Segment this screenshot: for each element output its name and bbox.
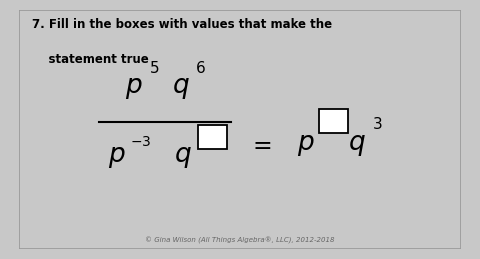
Text: © Gina Wilson (All Things Algebra®, LLC), 2012-2018: © Gina Wilson (All Things Algebra®, LLC)… [145, 237, 335, 244]
Text: $5$: $5$ [149, 60, 159, 76]
FancyBboxPatch shape [320, 109, 348, 133]
Text: $q$: $q$ [171, 75, 189, 101]
Text: $6$: $6$ [195, 60, 205, 76]
Text: $p$: $p$ [125, 75, 143, 101]
Text: $p$: $p$ [108, 144, 125, 170]
Text: statement true: statement true [33, 53, 149, 66]
Text: $-3$: $-3$ [130, 135, 151, 149]
Text: $q$: $q$ [348, 132, 366, 158]
FancyBboxPatch shape [198, 125, 227, 149]
Text: $=$: $=$ [248, 132, 272, 156]
Text: $q$: $q$ [174, 144, 192, 170]
Text: $3$: $3$ [372, 116, 382, 132]
Text: 7. Fill in the boxes with values that make the: 7. Fill in the boxes with values that ma… [33, 18, 333, 31]
Text: $p$: $p$ [298, 132, 315, 158]
